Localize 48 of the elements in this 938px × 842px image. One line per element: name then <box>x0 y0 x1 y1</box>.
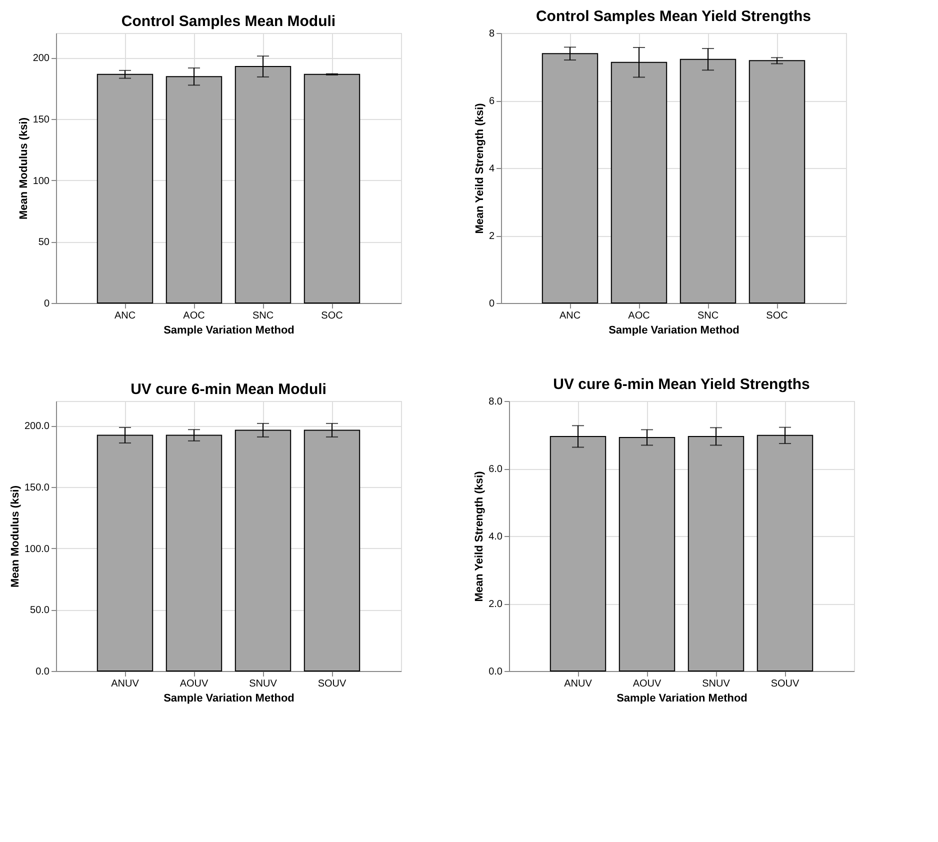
x-tick-label: AOUV <box>632 678 662 690</box>
y-tick-label: 0.0 <box>36 666 50 678</box>
x-tick-label: ANUV <box>111 678 140 690</box>
x-tick-label: SNC <box>697 310 719 322</box>
y-tick-label: 200 <box>32 53 50 64</box>
x-tick-label: SNUV <box>702 678 730 690</box>
x-tick-label: AOC <box>628 310 650 322</box>
x-tick-label: SOUV <box>770 678 800 690</box>
chart-title: UV cure 6-min Mean Moduli <box>130 381 326 398</box>
y-tick-label: 100.0 <box>24 544 50 555</box>
y-tick-label: 0 <box>44 298 50 310</box>
y-tick-label: 8 <box>488 28 495 40</box>
y-tick-label: 0.0 <box>488 666 503 678</box>
x-tick-label: ANC <box>559 310 581 322</box>
x-tick-label: SOC <box>321 310 343 322</box>
y-tick-label: 100 <box>32 176 50 187</box>
y-tick-label: 200.0 <box>24 421 50 432</box>
x-tick-label: SOUV <box>318 678 346 690</box>
y-tick-label: 6.0 <box>488 464 503 475</box>
x-axis-title: Sample Variation Method <box>616 692 748 704</box>
chart-title: Control Samples Mean Moduli <box>121 13 336 30</box>
y-tick-label: 50.0 <box>30 605 50 616</box>
y-tick-label: 2.0 <box>488 599 503 610</box>
x-tick-label: ANC <box>114 310 136 322</box>
y-tick-label: 2 <box>488 231 495 242</box>
x-axis-title: Sample Variation Method <box>608 324 740 336</box>
x-tick-label: SNUV <box>249 678 278 690</box>
x-axis-title: Sample Variation Method <box>164 692 294 704</box>
chart-title: Control Samples Mean Yield Strengths <box>536 8 812 25</box>
y-tick-label: 0 <box>488 298 495 310</box>
y-tick-label: 4.0 <box>488 532 503 542</box>
x-tick-label: SNC <box>252 310 274 322</box>
y-tick-label: 6 <box>488 96 495 107</box>
y-tick-label: 4 <box>488 164 495 174</box>
y-tick-label: 8.0 <box>488 396 503 408</box>
x-tick-label: AOUV <box>180 678 208 690</box>
y-tick-label: 150 <box>32 114 50 126</box>
x-tick-label: ANUV <box>564 678 592 690</box>
x-tick-label: SOC <box>766 310 788 322</box>
x-axis-title: Sample Variation Method <box>164 324 294 336</box>
y-tick-label: 50 <box>38 237 50 248</box>
y-axis-title: Mean Yeild Strength (ksi) <box>474 102 486 234</box>
chart-title: UV cure 6-min Mean Yield Strengths <box>553 376 810 393</box>
y-axis-title: Mean Yeild Strength (ksi) <box>474 470 486 602</box>
y-tick-label: 150.0 <box>24 482 50 494</box>
x-tick-label: AOC <box>183 310 205 322</box>
y-axis-title: Mean Modulus (ksi) <box>18 117 30 220</box>
y-axis-title: Mean Modulus (ksi) <box>9 485 22 588</box>
